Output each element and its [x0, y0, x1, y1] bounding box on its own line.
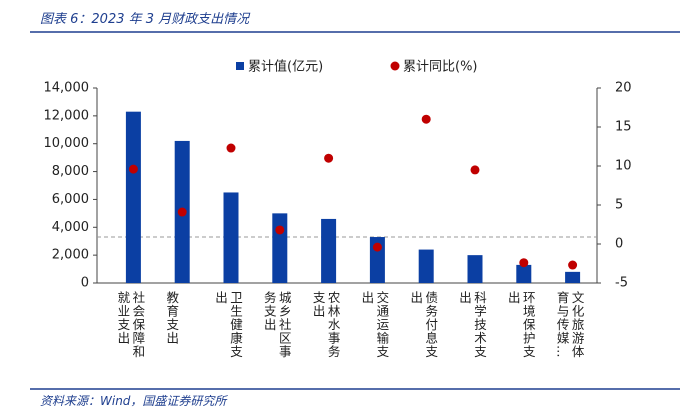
dot — [421, 114, 431, 124]
y-tick-label: 2,000 — [52, 248, 89, 263]
dot — [568, 260, 578, 270]
bar — [565, 271, 581, 283]
y-tick-label: 12,000 — [44, 108, 90, 123]
x-tick-label: 农林水事务支出 — [310, 291, 341, 359]
x-tick-label: 环境保护支出 — [505, 291, 536, 359]
legend-label: 累计值(亿元) — [248, 59, 323, 75]
dot — [226, 143, 236, 153]
bar — [467, 255, 483, 283]
y2-tick-label: 10 — [615, 159, 632, 174]
legend-label: 累计同比(%) — [403, 60, 478, 75]
title: 图表 6：2023 年 3 月财政支出情况 — [40, 12, 250, 27]
x-tick-label: 债务付息支出 — [408, 291, 439, 359]
bar — [418, 249, 434, 283]
x-tick-label: 文化旅游体育与传媒… — [554, 291, 585, 359]
y-tick-label: 10,000 — [44, 136, 90, 151]
x-tick-label: 卫生健康支出 — [213, 291, 243, 359]
dot — [324, 153, 334, 163]
y2-tick-label: 5 — [615, 198, 623, 213]
y2-tick-label: 15 — [615, 120, 632, 135]
source: 资料来源：Wind，国盛证券研究所 — [40, 394, 227, 408]
bar — [125, 111, 141, 283]
y2-tick-label: 20 — [615, 81, 632, 96]
legend-swatch — [236, 62, 244, 70]
y-tick-label: 14,000 — [44, 81, 90, 96]
dot — [519, 258, 529, 268]
legend-swatch — [390, 61, 400, 71]
x-tick-label: 城乡社区事务支出 — [261, 291, 292, 359]
y-tick-label: 6,000 — [52, 192, 89, 207]
dot — [372, 242, 382, 252]
x-tick-label: 交通运输支出 — [359, 291, 390, 359]
x-tick-label: 社会保障和就业支出 — [115, 291, 146, 359]
dot — [128, 164, 138, 174]
y-tick-label: 4,000 — [52, 220, 89, 235]
y2-tick-label: 0 — [615, 237, 623, 252]
dot — [177, 207, 187, 217]
y-tick-label: 0 — [81, 276, 89, 291]
bar — [272, 213, 288, 283]
y-tick-label: 8,000 — [52, 164, 89, 179]
y2-tick-label: -5 — [615, 276, 628, 291]
bar — [516, 264, 532, 283]
bar — [223, 192, 239, 283]
bar — [321, 218, 337, 283]
dot — [470, 165, 480, 175]
dot — [275, 225, 285, 235]
x-tick-label: 教育支出 — [164, 291, 180, 345]
x-tick-label: 科学技术支出 — [457, 291, 487, 359]
